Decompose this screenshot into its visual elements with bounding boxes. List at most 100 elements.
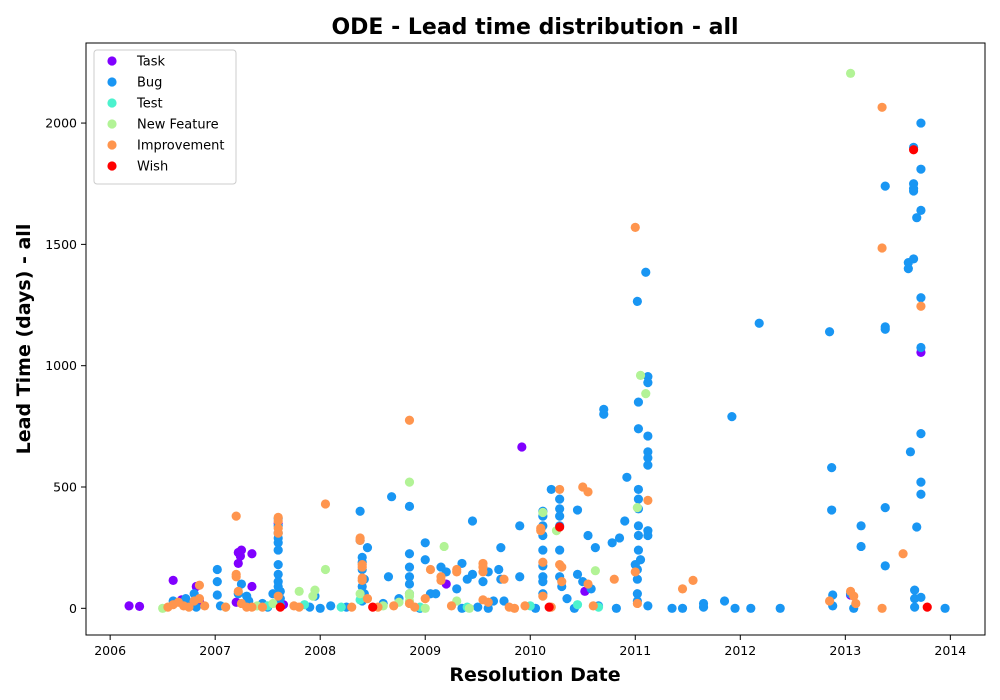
legend-marker-test bbox=[107, 98, 117, 108]
y-tick-label: 500 bbox=[53, 480, 77, 495]
data-point-task bbox=[233, 558, 243, 569]
data-point-bug bbox=[916, 293, 926, 303]
data-point-bug bbox=[880, 561, 890, 571]
data-point-improvement bbox=[446, 601, 457, 611]
data-point-bug bbox=[515, 572, 525, 582]
data-point-bug bbox=[916, 592, 926, 602]
data-point-bug bbox=[555, 545, 565, 555]
data-point-bug bbox=[856, 521, 866, 531]
data-point-bug bbox=[431, 589, 441, 599]
data-point-bug bbox=[827, 505, 837, 515]
data-point-improvement bbox=[583, 579, 593, 589]
data-point-bug bbox=[355, 506, 365, 516]
data-point-task bbox=[517, 442, 527, 452]
data-point-bug bbox=[775, 603, 785, 613]
y-tick-label: 1500 bbox=[45, 237, 77, 252]
data-point-bug bbox=[614, 533, 625, 543]
y-tick-label: 1000 bbox=[45, 358, 77, 373]
data-point-bug bbox=[546, 484, 556, 495]
data-point-bug bbox=[515, 521, 525, 531]
data-point-improvement bbox=[630, 222, 640, 232]
x-axis-label: Resolution Date bbox=[449, 664, 620, 686]
data-point-improvement bbox=[247, 602, 257, 612]
data-point-bug bbox=[555, 511, 565, 521]
data-point-bug bbox=[643, 431, 653, 441]
data-point-improvement bbox=[389, 601, 399, 611]
data-point-bug bbox=[572, 505, 583, 515]
data-point-bug bbox=[273, 560, 283, 570]
data-point-improvement bbox=[632, 598, 642, 609]
data-point-task bbox=[247, 549, 257, 559]
data-point-improvement bbox=[557, 562, 567, 572]
data-point-improvement bbox=[643, 495, 653, 505]
data-point-task bbox=[168, 575, 178, 586]
data-point-bug bbox=[910, 602, 920, 612]
data-point-improvement bbox=[538, 591, 548, 601]
data-point-improvement bbox=[257, 602, 268, 612]
x-tick-label: 2008 bbox=[304, 643, 336, 658]
data-point-bug bbox=[236, 579, 247, 589]
data-point-bug bbox=[404, 562, 415, 572]
data-point-improvement bbox=[194, 580, 205, 590]
data-point-bug bbox=[730, 603, 740, 613]
data-point-bug bbox=[494, 564, 504, 575]
data-point-bug bbox=[910, 585, 920, 595]
data-point-bug bbox=[404, 572, 415, 582]
data-point-new-feature bbox=[355, 589, 365, 599]
data-point-wish bbox=[922, 602, 932, 612]
data-point-improvement bbox=[410, 602, 420, 612]
data-point-improvement bbox=[588, 601, 598, 611]
data-point-improvement bbox=[347, 602, 357, 612]
data-point-improvement bbox=[420, 594, 430, 604]
data-point-wish bbox=[368, 602, 378, 612]
x-tick-label: 2012 bbox=[724, 643, 756, 658]
data-point-improvement bbox=[509, 603, 520, 613]
data-point-bug bbox=[633, 424, 644, 434]
data-point-new-feature bbox=[632, 503, 642, 513]
data-point-bug bbox=[420, 555, 430, 565]
data-point-task bbox=[236, 545, 247, 555]
x-tick-label: 2007 bbox=[199, 643, 231, 658]
data-point-bug bbox=[698, 602, 709, 612]
data-point-wish bbox=[908, 145, 919, 155]
data-point-bug bbox=[633, 397, 644, 407]
data-point-new-feature bbox=[635, 370, 646, 380]
data-point-bug bbox=[727, 412, 737, 422]
data-point-bug bbox=[643, 601, 653, 611]
data-point-bug bbox=[538, 545, 548, 555]
data-point-bug bbox=[555, 494, 565, 504]
data-point-improvement bbox=[362, 594, 373, 604]
data-points bbox=[124, 68, 950, 613]
data-point-bug bbox=[562, 594, 572, 604]
data-point-bug bbox=[912, 522, 922, 532]
data-point-task bbox=[134, 601, 145, 611]
legend-label-bug: Bug bbox=[137, 76, 162, 91]
data-point-improvement bbox=[200, 601, 210, 611]
data-point-bug bbox=[677, 603, 688, 613]
data-point-improvement bbox=[273, 516, 283, 526]
data-point-bug bbox=[315, 603, 325, 613]
x-tick-label: 2011 bbox=[619, 643, 651, 658]
data-point-bug bbox=[643, 378, 653, 388]
y-tick-label: 2000 bbox=[45, 116, 77, 131]
data-point-bug bbox=[572, 569, 583, 579]
legend-label-wish: Wish bbox=[137, 160, 168, 175]
legend-label-new-feature: New Feature bbox=[137, 118, 219, 133]
data-point-bug bbox=[611, 603, 621, 613]
y-axis-label: Lead Time (days) - all bbox=[13, 224, 35, 455]
data-point-bug bbox=[387, 492, 397, 502]
data-point-new-feature bbox=[294, 586, 304, 596]
data-point-bug bbox=[633, 494, 644, 504]
data-point-new-feature bbox=[404, 477, 415, 487]
data-point-bug bbox=[903, 264, 913, 274]
x-tick-label: 2014 bbox=[934, 643, 966, 658]
data-point-bug bbox=[326, 601, 336, 611]
legend-box bbox=[93, 49, 237, 185]
data-point-bug bbox=[908, 254, 919, 264]
data-point-new-feature bbox=[268, 598, 278, 609]
data-point-bug bbox=[916, 489, 926, 499]
data-point-bug bbox=[404, 579, 415, 589]
data-point-improvement bbox=[609, 574, 619, 584]
data-point-improvement bbox=[184, 602, 194, 612]
data-point-improvement bbox=[478, 567, 488, 577]
